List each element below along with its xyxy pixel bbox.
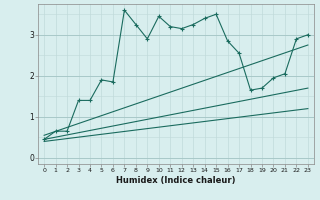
X-axis label: Humidex (Indice chaleur): Humidex (Indice chaleur)	[116, 176, 236, 185]
